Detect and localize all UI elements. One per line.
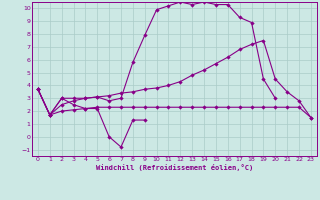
X-axis label: Windchill (Refroidissement éolien,°C): Windchill (Refroidissement éolien,°C): [96, 164, 253, 171]
